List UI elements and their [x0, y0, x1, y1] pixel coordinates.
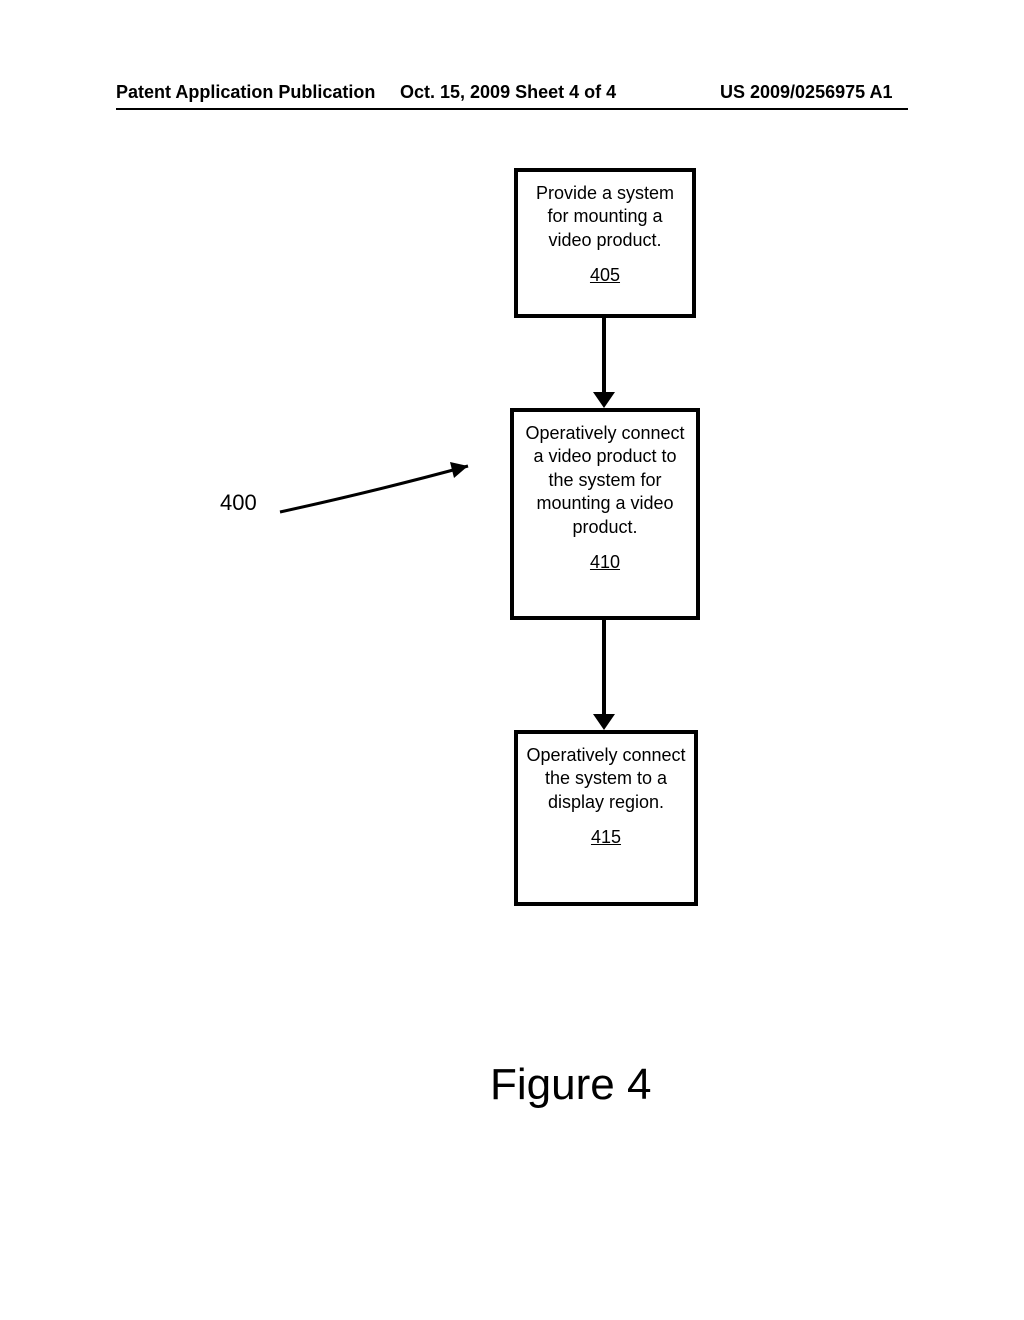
node-text: Provide a system for mounting a video pr…: [526, 182, 684, 252]
node-ref: 415: [526, 826, 686, 849]
page: Patent Application Publication Oct. 15, …: [0, 0, 1024, 1320]
flowchart-node-410: Operatively connect a video product to t…: [510, 408, 700, 620]
header-right-text: US 2009/0256975 A1: [720, 82, 892, 103]
callout-arrow: [280, 462, 468, 512]
node-text: Operatively connect a video product to t…: [522, 422, 688, 539]
connectors-svg: [0, 0, 1024, 1320]
node-text: Operatively connect the system to a disp…: [526, 744, 686, 814]
header-left-text: Patent Application Publication: [116, 82, 375, 103]
node-ref: 410: [522, 551, 688, 574]
callout-label-400: 400: [220, 490, 257, 516]
header-center-text: Oct. 15, 2009 Sheet 4 of 4: [400, 82, 616, 103]
flowchart-node-415: Operatively connect the system to a disp…: [514, 730, 698, 906]
header-rule: [116, 108, 908, 110]
figure-caption: Figure 4: [490, 1060, 651, 1110]
flowchart-node-405: Provide a system for mounting a video pr…: [514, 168, 696, 318]
node-ref: 405: [526, 264, 684, 287]
